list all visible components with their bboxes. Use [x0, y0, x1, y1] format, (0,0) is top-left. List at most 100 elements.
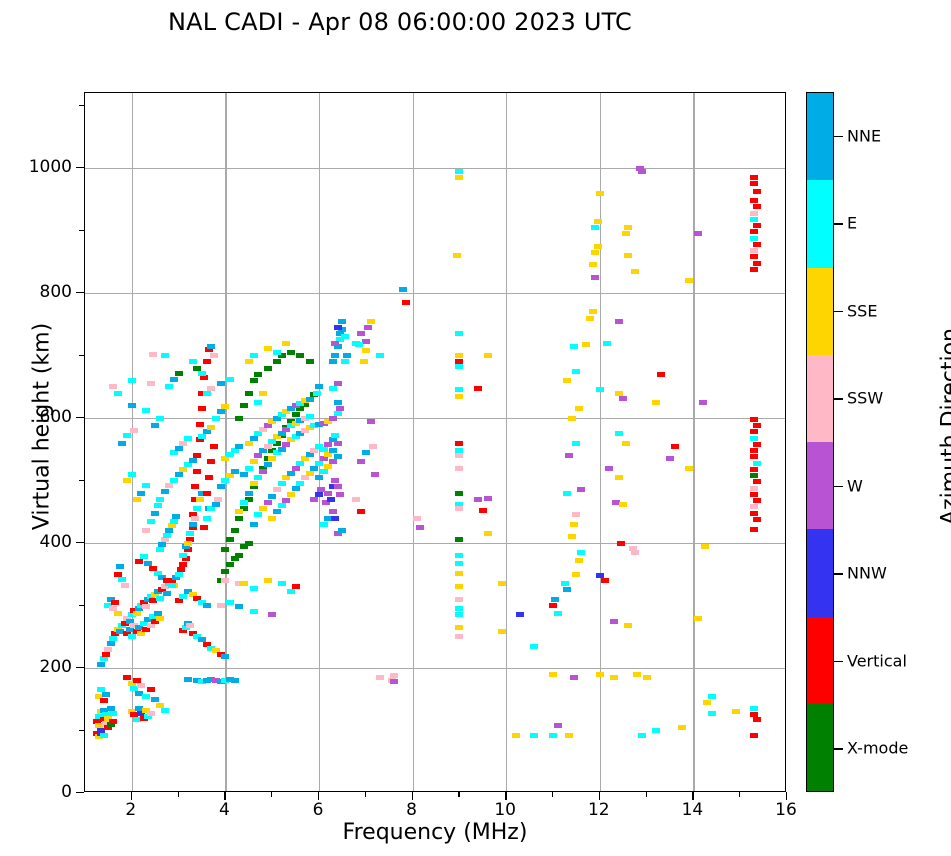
- scatter-point: [305, 470, 314, 476]
- scatter-point: [336, 491, 345, 497]
- scatter-point: [752, 516, 761, 522]
- y-tick-label: 1000: [28, 157, 72, 177]
- x-tick-label: 4: [218, 800, 230, 820]
- scatter-point: [148, 351, 157, 357]
- scatter-point: [244, 465, 253, 471]
- scatter-point: [193, 365, 202, 371]
- scatter-point: [752, 441, 761, 447]
- scatter-point: [186, 537, 195, 543]
- scatter-point: [240, 471, 249, 477]
- scatter-point: [148, 614, 157, 620]
- scatter-point: [752, 423, 761, 428]
- scatter-point: [148, 565, 157, 571]
- scatter-point: [329, 448, 337, 453]
- scatter-point: [315, 474, 323, 480]
- scatter-point: [296, 418, 305, 423]
- scatter-point: [338, 528, 347, 533]
- scatter-point: [184, 546, 192, 552]
- scatter-point: [165, 384, 174, 390]
- y-tick-labels: 0 200 400 600 800 1000: [0, 0, 72, 856]
- scatter-point: [483, 353, 492, 358]
- scatter-point: [240, 581, 249, 587]
- scatter-point: [207, 506, 216, 512]
- scatter-point: [207, 343, 216, 349]
- scatter-point: [172, 574, 181, 580]
- scatter-point: [162, 533, 171, 538]
- colorbar-tick: [834, 485, 843, 488]
- scatter-point: [155, 496, 164, 502]
- colorbar-segment-nne[interactable]: [807, 93, 833, 181]
- colorbar-segment-e[interactable]: [807, 180, 833, 268]
- scatter-point: [198, 406, 206, 412]
- x-tick-mark: [786, 792, 788, 800]
- scatter-point: [167, 583, 176, 588]
- scatter-point: [263, 462, 272, 468]
- scatter-point: [516, 612, 525, 618]
- colorbar-segment-x-mode[interactable]: [807, 703, 833, 791]
- scatter-point: [244, 359, 253, 365]
- scatter-point: [258, 448, 267, 453]
- scatter-point: [244, 496, 253, 502]
- scatter-point: [151, 618, 160, 624]
- scatter-point: [455, 584, 464, 590]
- scatter-point: [455, 570, 464, 576]
- scatter-point: [593, 218, 602, 224]
- scatter-point: [132, 678, 141, 683]
- scatter-point: [141, 408, 150, 413]
- scatter-point: [221, 568, 230, 574]
- scatter-point: [666, 456, 674, 462]
- scatter-point: [752, 498, 761, 503]
- colorbar[interactable]: [806, 92, 834, 792]
- scatter-point: [254, 512, 263, 518]
- colorbar-segment-vertical[interactable]: [807, 616, 833, 704]
- scatter-point: [134, 559, 143, 565]
- scatter-point: [97, 662, 106, 668]
- colorbar-label-sse: SSE: [847, 301, 878, 321]
- scatter-point: [268, 439, 277, 445]
- scatter-point: [221, 654, 230, 660]
- scatter-point: [750, 473, 759, 478]
- scatter-point: [193, 506, 202, 512]
- scatter-point: [153, 589, 162, 595]
- scatter-point: [134, 706, 143, 712]
- x-tick-mark: [692, 792, 694, 800]
- scatter-point: [752, 204, 761, 210]
- scatter-point: [195, 421, 204, 427]
- scatter-point: [305, 396, 314, 402]
- scatter-point: [139, 599, 148, 605]
- scatter-point: [184, 540, 192, 546]
- scatter-point: [263, 499, 272, 505]
- scatter-point: [263, 345, 272, 351]
- scatter-point: [123, 615, 132, 621]
- scatter-point: [602, 340, 611, 346]
- scatter-point: [169, 376, 178, 382]
- colorbar-segment-w[interactable]: [807, 442, 833, 530]
- plot-area[interactable]: [84, 92, 786, 792]
- scatter-point: [198, 434, 206, 440]
- scatter-point: [750, 181, 759, 187]
- scatter-point: [179, 466, 188, 472]
- scatter-point: [230, 556, 239, 562]
- scatter-point: [240, 499, 249, 505]
- scatter-point: [116, 629, 125, 635]
- colorbar-segment-ssw[interactable]: [807, 354, 833, 442]
- scatter-point: [235, 515, 244, 521]
- scatter-point: [174, 370, 183, 376]
- scatter-point: [186, 623, 195, 628]
- y-tick-mark: [76, 167, 84, 169]
- scatter-point: [595, 671, 604, 677]
- x-tick-mark: [224, 792, 226, 800]
- colorbar-segment-nnw[interactable]: [807, 529, 833, 617]
- scatter-point: [155, 703, 164, 708]
- scatter-point: [235, 415, 244, 421]
- scatter-point: [296, 400, 305, 406]
- scatter-point: [214, 496, 223, 502]
- scatter-point: [291, 485, 300, 491]
- scatter-point: [174, 471, 183, 477]
- scatter-point: [109, 710, 118, 716]
- scatter-point: [366, 418, 375, 424]
- scatter-point: [455, 168, 464, 174]
- scatter-point: [198, 390, 206, 396]
- colorbar-segment-sse[interactable]: [807, 267, 833, 355]
- x-tick-label: 14: [681, 800, 704, 820]
